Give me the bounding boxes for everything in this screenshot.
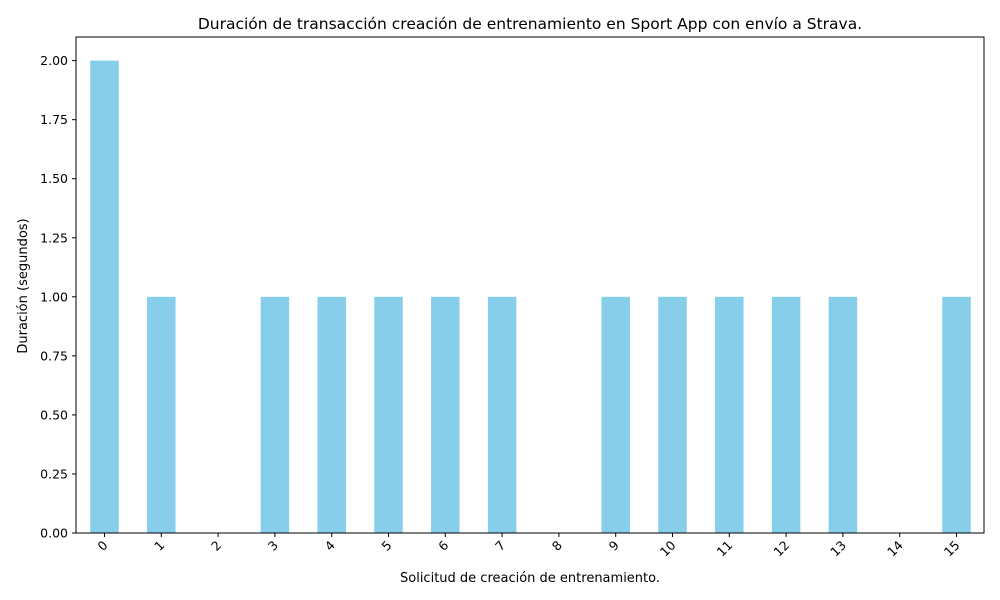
x-tick-label-6: 6 xyxy=(435,537,451,553)
x-tick-label-8: 8 xyxy=(549,537,565,553)
x-tick-label-4: 4 xyxy=(322,537,338,553)
x-tick-label-9: 9 xyxy=(606,537,622,553)
bar-3 xyxy=(260,296,290,533)
x-tick-label-15: 15 xyxy=(941,538,963,560)
bar-10 xyxy=(658,296,687,533)
bar-6 xyxy=(431,296,460,533)
y-tick-label-1.25: 1.25 xyxy=(40,230,68,245)
x-tick-label-14: 14 xyxy=(884,537,906,559)
y-axis-label: Duración (segundos) xyxy=(16,218,31,353)
x-tick-label-0: 0 xyxy=(94,537,110,553)
plot-area-frame xyxy=(75,36,985,534)
bar-0 xyxy=(90,60,119,534)
bar-11 xyxy=(715,296,744,533)
y-axis-ticks: 0.00 0.25 0.50 0.75 1.00 1.25 1.50 1.75 2.00 xyxy=(40,53,76,541)
y-tick-label-1.50: 1.50 xyxy=(40,171,68,186)
chart-title: Duración de transacción creación de entr… xyxy=(198,15,862,33)
x-tick-label-3: 3 xyxy=(265,538,281,554)
bar-13 xyxy=(828,296,858,533)
x-tick-label-2: 2 xyxy=(208,538,224,554)
x-tick-label-1: 1 xyxy=(151,538,167,554)
x-tick-label-5: 5 xyxy=(378,538,394,554)
y-tick-label-2.00: 2.00 xyxy=(40,53,68,68)
x-tick-label-10: 10 xyxy=(657,537,679,559)
y-tick-label-1.00: 1.00 xyxy=(40,289,68,304)
x-axis-label: Solicitud de creación de entrenamiento. xyxy=(400,571,660,586)
x-axis-ticks: 0 1 2 3 4 5 6 7 8 9 10 11 12 13 14 15 xyxy=(94,533,963,560)
x-tick-label-13: 13 xyxy=(827,538,849,560)
bar-9 xyxy=(601,296,630,533)
y-tick-label-0.25: 0.25 xyxy=(40,466,68,481)
bar-5 xyxy=(374,296,403,533)
bar-7 xyxy=(487,296,517,533)
y-tick-label-0.00: 0.00 xyxy=(40,526,68,541)
x-tick-label-11: 11 xyxy=(714,538,736,560)
bars-group xyxy=(90,60,971,534)
y-tick-label-0.75: 0.75 xyxy=(40,348,68,363)
bar-1 xyxy=(147,296,176,533)
bar-15 xyxy=(942,296,971,533)
y-tick-label-1.75: 1.75 xyxy=(40,112,68,127)
y-tick-label-0.50: 0.50 xyxy=(40,407,68,422)
x-tick-label-12: 12 xyxy=(770,538,792,560)
x-tick-label-7: 7 xyxy=(492,538,508,554)
bar-12 xyxy=(771,296,801,533)
bar-4 xyxy=(317,296,346,533)
